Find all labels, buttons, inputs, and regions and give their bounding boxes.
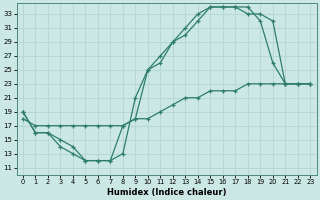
X-axis label: Humidex (Indice chaleur): Humidex (Indice chaleur): [107, 188, 226, 197]
